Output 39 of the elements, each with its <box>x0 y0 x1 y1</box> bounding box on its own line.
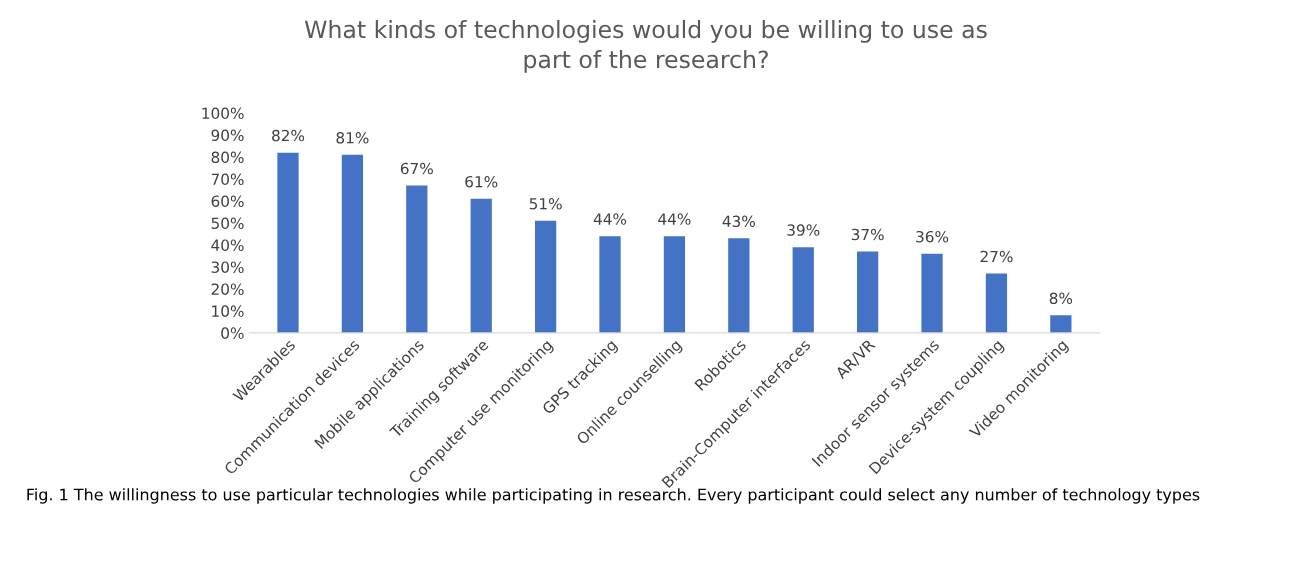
y-tick-label: 40% <box>211 239 244 251</box>
y-tick-label: 100% <box>202 107 244 120</box>
bar <box>1050 315 1072 333</box>
data-label: 51% <box>529 197 562 210</box>
bar <box>534 220 557 333</box>
bar <box>406 185 428 333</box>
data-label: 61% <box>465 175 498 188</box>
data-label: 36% <box>916 230 949 243</box>
y-tick-label: 60% <box>211 195 244 208</box>
y-tick-label: 30% <box>211 261 244 273</box>
bar <box>857 251 879 333</box>
data-label: 37% <box>851 228 884 241</box>
bar <box>663 236 686 333</box>
data-label: 44% <box>593 213 627 225</box>
y-tick-label: 20% <box>211 283 244 295</box>
bar <box>277 152 299 333</box>
data-label: 27% <box>980 250 1013 263</box>
bar <box>921 253 943 333</box>
y-tick-label: 50% <box>211 217 244 229</box>
bar <box>792 247 814 333</box>
data-label: 43% <box>722 215 755 228</box>
y-tick-label: 10% <box>212 305 244 317</box>
data-label: 44% <box>658 213 691 225</box>
data-label: 8% <box>1049 292 1073 305</box>
bar <box>341 154 364 333</box>
chart-title: What kinds of technologies would you be willing to use as part of the research? <box>304 19 987 73</box>
bar <box>599 236 621 333</box>
y-tick-label: 70% <box>211 173 244 186</box>
data-label: 67% <box>400 162 433 175</box>
bar <box>985 273 1008 333</box>
data-label: 82% <box>272 129 305 142</box>
bar <box>728 238 750 333</box>
y-tick-label: 80% <box>211 151 244 164</box>
caption: Fig. 1 The willingness to use particular technologies while participating in research. Every participant could select any number of technology types <box>27 488 1200 504</box>
bar <box>470 198 492 333</box>
y-tick-label: 0% <box>221 327 244 339</box>
y-tick-label: 90% <box>211 129 244 142</box>
data-label: 81% <box>336 131 369 144</box>
data-label: 39% <box>787 224 820 236</box>
